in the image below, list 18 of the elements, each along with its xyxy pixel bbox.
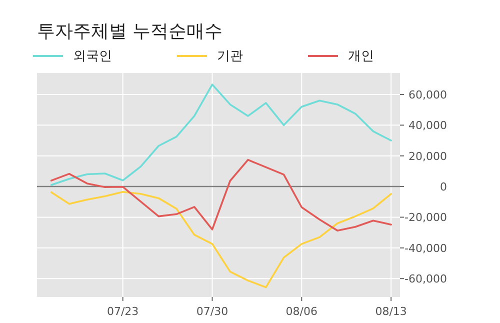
y-tick-label: -20,000 (404, 211, 447, 224)
legend-label: 개인 (348, 49, 374, 64)
line-series (50, 84, 392, 186)
x-tick-label: 08/06 (286, 305, 318, 318)
y-tick-label: -40,000 (404, 242, 447, 255)
y-tick-label: 40,000 (408, 119, 447, 132)
y-tick-label: 60,000 (408, 88, 447, 102)
legend-label: 외국인 (73, 49, 112, 64)
x-tick-label: 07/23 (106, 305, 139, 318)
chart-title: 투자주체별 누적순매수 (37, 21, 223, 42)
line-series (50, 158, 392, 232)
line-series (50, 191, 392, 288)
x-tick-label: 08/13 (375, 305, 407, 318)
legend-label: 기관 (217, 49, 243, 64)
y-tick-label: 0 (440, 180, 447, 194)
y-tick-label: 20,000 (408, 150, 447, 163)
x-tick-label: 07/30 (196, 305, 228, 318)
y-tick-label: -60,000 (404, 272, 447, 286)
